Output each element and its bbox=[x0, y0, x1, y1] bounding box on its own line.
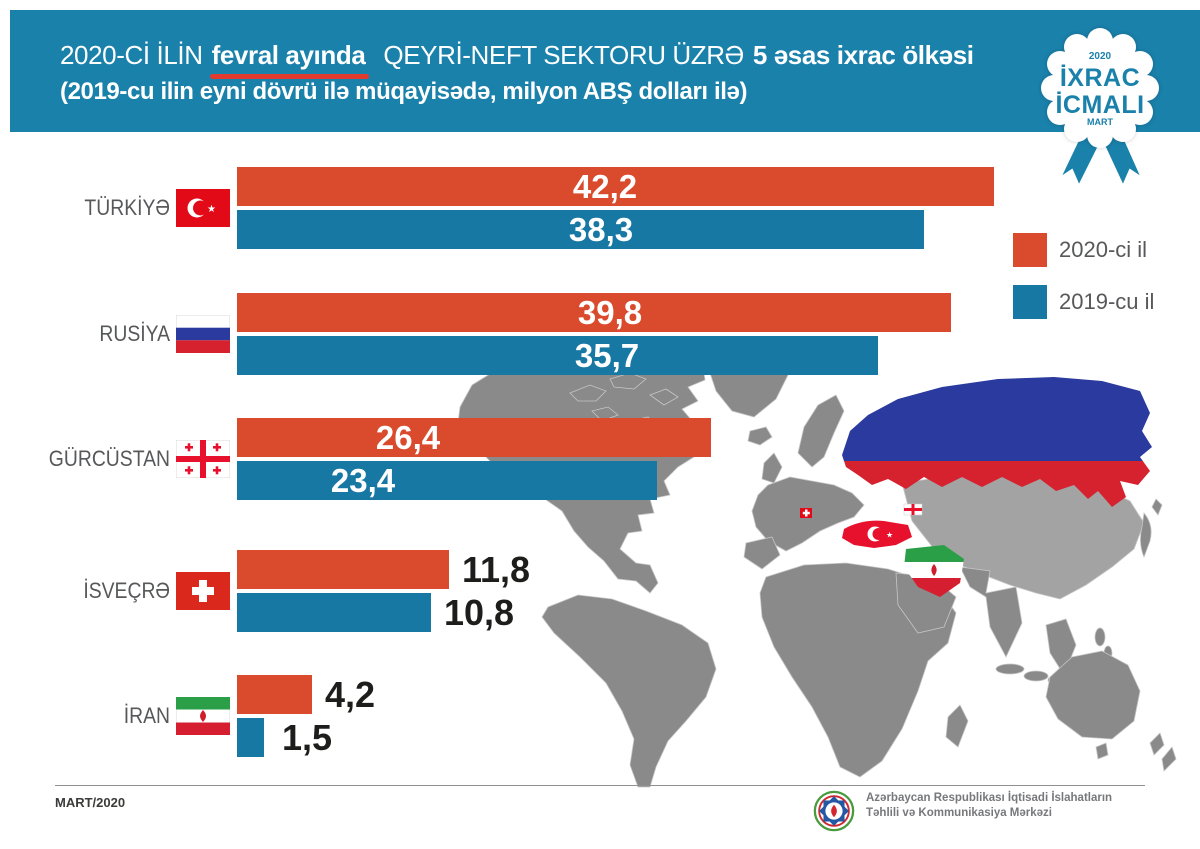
philippines-island bbox=[1094, 627, 1106, 647]
bar-2019-rusiya bbox=[237, 336, 878, 375]
bar-2020-turkiye bbox=[237, 167, 994, 206]
legend-item-2019: 2019-cu il bbox=[1013, 285, 1154, 319]
turkey-flag: ★ bbox=[176, 189, 230, 227]
value-2019-isvecre: 10,8 bbox=[444, 592, 515, 633]
iberia-shape bbox=[743, 536, 781, 570]
header-title-line1: 2020-Cİ İLİN fevral ayında QEYRİ-NEFT SEKT… bbox=[60, 40, 983, 79]
badge-year: 2020 bbox=[1089, 51, 1112, 62]
header-title-bold: 5 əsas ixrac ölkəsi bbox=[752, 40, 974, 70]
new-zealand-shape bbox=[1149, 732, 1177, 772]
header-title-pre: 2020-Cİ İLİN bbox=[60, 40, 203, 70]
legend-item-2020: 2020-ci il bbox=[1013, 233, 1147, 267]
bar-group-gurcustan: GÜRCÜSTAN 26,4 23,4 bbox=[0, 418, 1200, 500]
madagascar-shape bbox=[945, 704, 969, 748]
country-label-turkiye: TÜRKİYƏ bbox=[84, 195, 170, 220]
value-2019-rusiya: 35,7 bbox=[574, 337, 640, 374]
export-review-badge: 2020 İXRAC İCMALI MART bbox=[1041, 28, 1159, 189]
georgia-flag-region bbox=[903, 503, 923, 516]
georgia-flag bbox=[176, 440, 230, 478]
legend-swatch-2019 bbox=[1013, 285, 1047, 319]
value-2020-rusiya: 39,8 bbox=[577, 294, 643, 331]
country-label-iran: İRAN bbox=[123, 703, 170, 728]
russia-flag bbox=[176, 315, 230, 353]
header-title-line2: (2019-cu ilin eyni dövrü ilə müqayisədə,… bbox=[60, 78, 748, 105]
scandinavia-shape bbox=[797, 394, 845, 468]
header-band: 2020-Cİ İLİN fevral ayında QEYRİ-NEFT SEKT… bbox=[10, 10, 1200, 132]
indonesia-island bbox=[1023, 670, 1049, 682]
azerbaijan-emblem-icon bbox=[813, 790, 855, 832]
bar-group-turkiye: TÜRKİYƏ ★ 42,2 38,3 bbox=[0, 167, 1200, 249]
bar-2019-turkiye bbox=[237, 210, 924, 249]
badge-month: MART bbox=[1087, 117, 1113, 127]
bar-2020-rusiya bbox=[237, 293, 951, 332]
turkey-flag-region: ★ bbox=[842, 520, 912, 548]
badge-title-line1: İXRAC bbox=[1060, 64, 1140, 92]
bar-group-isvecre: İSVEÇRƏ 11,8 10,8 bbox=[0, 549, 1200, 633]
footer-divider bbox=[55, 785, 1145, 786]
bar-2019-iran bbox=[237, 718, 264, 757]
australia-shape bbox=[1045, 650, 1141, 740]
org-name-line1: Azərbaycan Respublikası İqtisadi İslahat… bbox=[866, 792, 1113, 804]
badge-title-line2: İCMALI bbox=[1055, 91, 1144, 119]
value-2020-iran: 4,2 bbox=[325, 674, 376, 715]
svg-text:★: ★ bbox=[886, 531, 893, 540]
value-2020-gurcustan: 26,4 bbox=[375, 419, 441, 456]
iran-flag bbox=[176, 697, 230, 735]
header-title-mid: QEYRİ-NEFT SEKTORU ÜZRƏ bbox=[383, 40, 744, 70]
org-name-line2: Təhlili və Kommunikasiya Mərkəzi bbox=[866, 807, 1052, 819]
value-2019-gurcustan: 23,4 bbox=[330, 462, 396, 499]
value-2020-turkiye: 42,2 bbox=[572, 168, 638, 205]
switzerland-flag-region bbox=[800, 508, 812, 518]
legend-label-2020: 2020-ci il bbox=[1059, 237, 1148, 262]
footer-date: MART/2020 bbox=[55, 795, 126, 810]
value-2019-iran: 1,5 bbox=[282, 717, 333, 758]
uk-shape bbox=[761, 452, 783, 484]
country-label-gurcustan: GÜRCÜSTAN bbox=[48, 446, 170, 471]
bar-2020-isvecre bbox=[237, 550, 449, 589]
bar-2020-iran bbox=[237, 675, 312, 714]
footer-organization: Azərbaycan Respublikası İqtisadi İslahat… bbox=[812, 788, 1112, 834]
legend-label-2019: 2019-cu il bbox=[1059, 289, 1155, 314]
badge-rosette: 2020 İXRAC İCMALI MART bbox=[1041, 28, 1159, 148]
bar-2019-gurcustan bbox=[237, 461, 657, 500]
iceland-shape bbox=[747, 426, 773, 446]
japan-shape bbox=[1140, 498, 1163, 559]
india-shape bbox=[959, 566, 1023, 658]
bar-2019-isvecre bbox=[237, 593, 431, 632]
south-america-shape bbox=[541, 594, 717, 788]
legend-swatch-2020 bbox=[1013, 233, 1047, 267]
indonesia-island bbox=[995, 663, 1025, 675]
bar-group-rusiya: RUSİYA 39,8 35,7 bbox=[0, 293, 1200, 375]
value-2020-isvecre: 11,8 bbox=[462, 549, 531, 590]
header-title-highlight: fevral ayında bbox=[209, 40, 370, 79]
bar-2020-gurcustan bbox=[237, 418, 711, 457]
country-label-isvecre: İSVEÇRƏ bbox=[83, 578, 170, 603]
bar-group-iran: İRAN 4,2 1,5 bbox=[0, 674, 1200, 758]
tasmania-shape bbox=[1095, 742, 1109, 760]
country-label-rusiya: RUSİYA bbox=[99, 321, 170, 346]
svg-text:★: ★ bbox=[207, 204, 216, 215]
value-2019-turkiye: 38,3 bbox=[568, 211, 634, 248]
switzerland-flag bbox=[176, 572, 230, 610]
